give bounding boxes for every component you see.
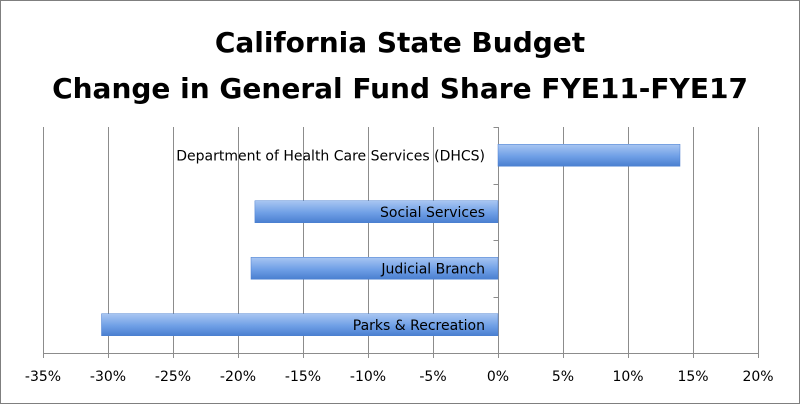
bar-layer	[101, 144, 681, 336]
x-tick-label: -15%	[285, 369, 321, 385]
x-tick-label: -35%	[25, 369, 61, 385]
chart-title-line-2: Change in General Fund Share FYE11-FYE17	[52, 72, 748, 105]
label-layer: Department of Health Care Services (DHCS…	[176, 148, 485, 334]
x-tick-label: 10%	[612, 369, 643, 385]
bar	[101, 313, 499, 336]
bar	[250, 257, 499, 280]
x-tick-label: -5%	[419, 369, 446, 385]
x-tick-label: 5%	[552, 369, 574, 385]
x-tick-label: 15%	[677, 369, 708, 385]
x-tick-label: -10%	[350, 369, 386, 385]
x-tick-label: 0%	[487, 369, 509, 385]
bar	[254, 200, 499, 223]
x-tick-label: -20%	[220, 369, 256, 385]
category-label: Judicial Branch	[380, 261, 485, 277]
x-tick-label: -30%	[90, 369, 126, 385]
x-tick-label: 20%	[742, 369, 773, 385]
x-tick-label: -25%	[155, 369, 191, 385]
category-label: Department of Health Care Services (DHCS…	[176, 148, 485, 164]
category-label: Parks & Recreation	[353, 318, 485, 334]
category-label: Social Services	[380, 205, 485, 221]
chart-title-line-1: California State Budget	[215, 26, 585, 59]
tick-layer: -35% -30% -25% -20% -15% -10% -5% 0% 5% 10% 15% 20%	[25, 369, 774, 385]
bar	[497, 144, 681, 167]
